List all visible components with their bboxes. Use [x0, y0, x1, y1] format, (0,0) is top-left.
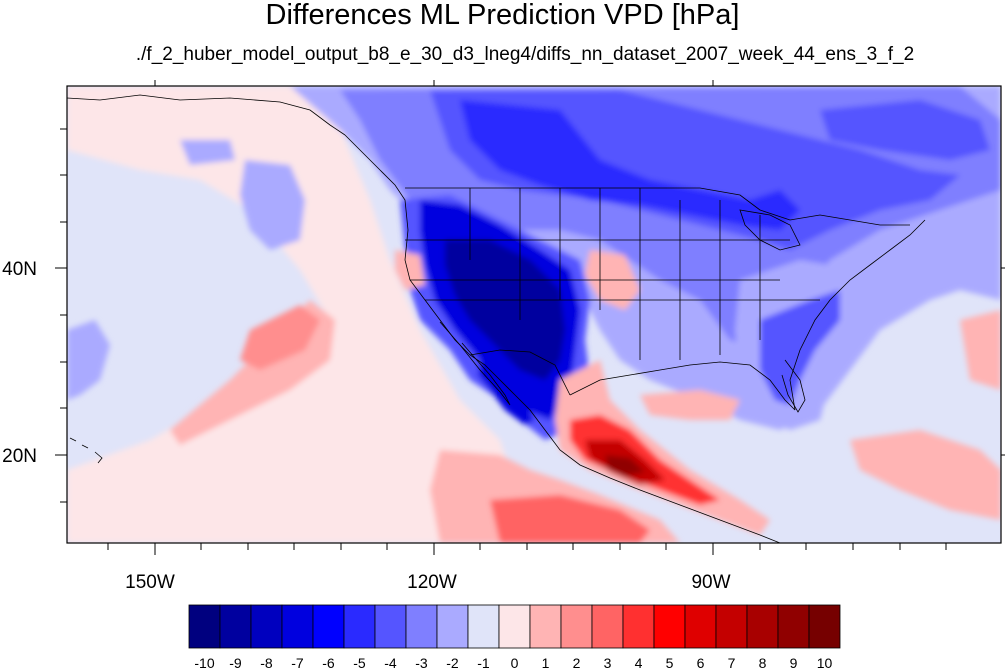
colorbar-swatch: [591, 604, 624, 649]
southeast-negative-mid: [760, 290, 840, 405]
colorbar-label: 4: [635, 655, 643, 671]
atlantic-positive: [960, 310, 1001, 390]
colorbar-swatch: [436, 604, 469, 649]
map-subtitle: ./f_2_huber_model_output_b8_e_30_d3_lneg…: [135, 44, 915, 65]
baja-negative: [478, 360, 535, 425]
colorbar-swatch: [250, 604, 283, 649]
colorbar-labels: -10 -9 -8 -7 -6 -5 -4 -3 -2 -1 0 1 2 3 4 5 6 7 8 9 10: [194, 655, 832, 671]
colorbar-label: -1: [477, 655, 490, 671]
mexico-positive-light: [555, 360, 770, 535]
colorbar-label: 10: [817, 655, 833, 671]
lat-label-40n: 40N: [2, 259, 37, 280]
pacific-positive-core: [240, 305, 320, 370]
caribbean-positive: [850, 430, 1001, 520]
colorbar-swatch: [777, 604, 810, 649]
gulf-coast: [569, 361, 796, 411]
colorbar-label: 0: [511, 655, 519, 671]
colorbar-label: 1: [542, 655, 550, 671]
colorbar-label: 9: [790, 655, 798, 671]
colorbar-swatch: [684, 604, 717, 649]
gulf-positive: [640, 390, 740, 420]
colorbar-swatch: [653, 604, 686, 649]
pacific-coastline: [344, 134, 781, 543]
colorbar-label: -2: [446, 655, 459, 671]
colorbar-swatch: [498, 604, 531, 649]
state-lines: [405, 188, 820, 360]
colorbar-swatch: [622, 604, 655, 649]
northeast-canada-negative: [820, 100, 990, 160]
colorbar-swatch: [281, 604, 314, 649]
colorbar-swatch: [312, 604, 345, 649]
colorbar-label: -10: [194, 655, 214, 671]
map-title: Differences ML Prediction VPD [hPa]: [265, 0, 740, 31]
colorbar-swatch: [467, 604, 500, 649]
hawaii-islands: [69, 437, 103, 464]
atlantic-coast: [789, 219, 926, 411]
colorbar-label: 2: [573, 655, 581, 671]
alaska-gulf-negative: [180, 140, 235, 165]
colorbar-label: -3: [415, 655, 428, 671]
coastlines-and-borders: [67, 94, 926, 543]
colorbar-swatch: [560, 604, 593, 649]
florida: [781, 359, 806, 413]
colorbar-swatch: [188, 604, 221, 649]
west-pacific-negative: [67, 320, 110, 400]
map-panel: [67, 86, 1001, 543]
central-pacific-negative: [240, 160, 305, 250]
colorbar-label: 8: [759, 655, 767, 671]
colorbar-label: -9: [229, 655, 242, 671]
colorbar-label: -7: [291, 655, 304, 671]
colorbar-label: -8: [260, 655, 273, 671]
us-mexico-border: [469, 349, 571, 396]
colorbar-label: -4: [384, 655, 397, 671]
colorbar: [188, 604, 841, 649]
canada-negative-core: [460, 100, 800, 230]
anomaly-fields: [67, 86, 1001, 543]
colorbar-swatch: [746, 604, 779, 649]
axis-ticks: [55, 80, 1005, 555]
colorbar-swatch: [343, 604, 376, 649]
colorbar-label: 5: [666, 655, 674, 671]
great-lakes: [739, 209, 801, 251]
colorbar-swatch: [715, 604, 748, 649]
south-pacific-strong: [490, 495, 650, 543]
colorbar-swatch: [405, 604, 438, 649]
colorbar-swatch: [808, 604, 841, 649]
lon-label-120w: 120W: [407, 572, 457, 593]
colorbar-label: 6: [697, 655, 705, 671]
lat-label-20n: 20N: [2, 446, 37, 467]
mexico-positive-max: [605, 455, 645, 476]
alaska-coastline: [67, 94, 346, 136]
baja-california: [439, 321, 511, 406]
colorbar-swatch: [219, 604, 252, 649]
colorbar-swatch: [374, 604, 407, 649]
colorbar-swatch: [529, 604, 562, 649]
lon-label-90w: 90W: [691, 572, 730, 593]
western-us-negative-core: [445, 240, 565, 380]
colorbar-label: 3: [604, 655, 612, 671]
lon-label-150w: 150W: [125, 572, 175, 593]
colorbar-label: -6: [322, 655, 335, 671]
colorbar-label: 7: [728, 655, 736, 671]
colorbar-label: -5: [353, 655, 366, 671]
